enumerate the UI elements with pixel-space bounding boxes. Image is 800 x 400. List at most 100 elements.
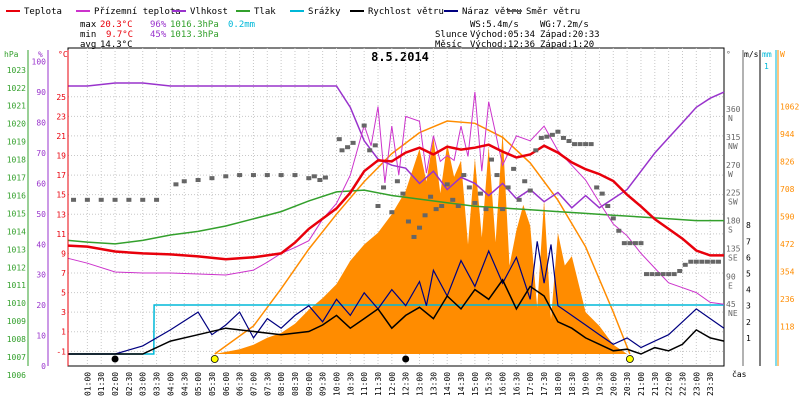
tick-time: 16:30 [512, 372, 521, 396]
wind-direction-layer [71, 123, 721, 277]
wind-direction-point [345, 145, 351, 150]
sun-set: Západ:20:33 [540, 30, 600, 40]
wind-direction-point [649, 272, 655, 277]
wind-direction-point [250, 173, 256, 178]
moon-rise: Východ:12:36 [470, 40, 535, 50]
wind-direction-point [466, 185, 472, 190]
tick-time: 02:30 [125, 372, 134, 396]
wind-direction-point [555, 129, 561, 134]
tick-deg: 360 [726, 105, 741, 114]
wind-direction-point [154, 197, 160, 202]
wind-direction-point [621, 241, 627, 246]
tick-time: 01:30 [97, 372, 106, 396]
legend: Teplota Přízemní teplota Vlhkost Tlak Sr… [6, 7, 580, 17]
unit-time: čas [732, 369, 747, 379]
wind-direction-point [428, 194, 434, 199]
wind-direction-point [311, 174, 317, 179]
wind-direction-point [594, 185, 600, 190]
tick-time: 09:30 [319, 372, 328, 396]
series-ground-temperature [67, 91, 725, 305]
wind-direction-point [715, 259, 721, 264]
tick-temp: 9 [61, 249, 66, 258]
wind-direction-point [682, 262, 688, 267]
tick-temp: 1 [61, 328, 66, 337]
wind-direction-point [643, 272, 649, 277]
tick-w: 590 [780, 213, 795, 222]
wind-direction-point [375, 204, 381, 209]
tick-pct: 70 [36, 149, 46, 158]
series-wind-speed [68, 278, 725, 355]
unit-pct: % [38, 50, 43, 59]
tick-time: 17:00 [526, 372, 535, 396]
tick-temp: -1 [56, 347, 66, 356]
tick-temp: 13 [56, 210, 66, 219]
tick-hpa: 1018 [7, 156, 26, 165]
wind-direction-point [560, 135, 566, 140]
tick-w: 1062 [780, 103, 799, 112]
tick-deg-letter: W [728, 170, 733, 179]
legend-temperature: Teplota [24, 7, 62, 17]
tick-deg-letter: SW [728, 198, 738, 207]
tick-hpa: 1008 [7, 335, 26, 344]
tick-time: 01:00 [83, 372, 92, 396]
tick-pct: 60 [36, 179, 46, 188]
tick-hpa: 1019 [7, 138, 26, 147]
stats-avg-temp: 14.3°C [100, 40, 133, 50]
tick-deg-letter: E [728, 281, 733, 290]
wind-direction-point [339, 148, 345, 153]
tick-pct: 0 [41, 362, 46, 371]
tick-hpa: 1006 [7, 371, 26, 380]
unit-ms: m/s [744, 50, 759, 59]
tick-time: 15:30 [485, 372, 494, 396]
series-humidity [68, 82, 725, 209]
stats-max-temp: 20.3°C [100, 20, 133, 30]
wind-direction-point [572, 142, 578, 147]
wind-direction-point [450, 197, 456, 202]
wind-direction-point [411, 234, 417, 239]
tick-time: 21:30 [651, 372, 660, 396]
wind-direction-point [638, 241, 644, 246]
tick-time: 10:00 [332, 372, 341, 396]
tick-deg-letter: SE [728, 253, 738, 262]
tick-time: 10:30 [346, 372, 355, 396]
wind-direction-point [627, 241, 633, 246]
wind-direction-point [577, 142, 583, 147]
unit-temp: °C [58, 50, 68, 59]
stats-max-hum: 96% [150, 20, 167, 30]
tick-deg-letter: N [728, 114, 733, 123]
tick-hpa: 1009 [7, 317, 26, 326]
unit-hpa: hPa [4, 50, 19, 59]
tick-temp: 5 [61, 289, 66, 298]
wind-direction-point [522, 179, 528, 184]
wind-direction-point [538, 135, 544, 140]
wind-direction-point [693, 259, 699, 264]
wind-direction-point [655, 272, 661, 277]
wind-direction-point [173, 182, 179, 187]
tick-w: 944 [780, 130, 795, 139]
tick-ms: 7 [746, 237, 751, 246]
tick-time: 20:00 [609, 372, 618, 396]
wind-direction-point [671, 272, 677, 277]
wind-direction-point [616, 228, 622, 233]
tick-temp: 11 [56, 230, 66, 239]
stats-block: max 20.3°C 96% 1016.3hPa 0.2mm min 9.7°C… [80, 20, 255, 50]
wind-wg: WG:7.2m/s [540, 20, 589, 30]
tick-time: 22:30 [678, 372, 687, 396]
tick-hpa: 1023 [7, 66, 26, 75]
tick-w: 472 [780, 240, 795, 249]
tick-temp: 19 [56, 152, 66, 161]
unit-deg: ° [726, 50, 731, 59]
sun-label: Slunce [435, 30, 468, 40]
stats-max-rain: 0.2mm [228, 20, 255, 30]
tick-time: 12:00 [388, 372, 397, 396]
tick-pct: 100 [32, 58, 47, 67]
wind-direction-point [181, 179, 187, 184]
sun-rise: Východ:05:34 [470, 30, 535, 40]
wind-direction-point [322, 175, 328, 180]
wind-direction-point [264, 173, 270, 178]
tick-time: 03:30 [153, 372, 162, 396]
tick-temp: 23 [56, 112, 66, 121]
series-temperature [67, 143, 724, 261]
stats-max-label: max [80, 20, 97, 30]
tick-pct: 40 [36, 240, 46, 249]
